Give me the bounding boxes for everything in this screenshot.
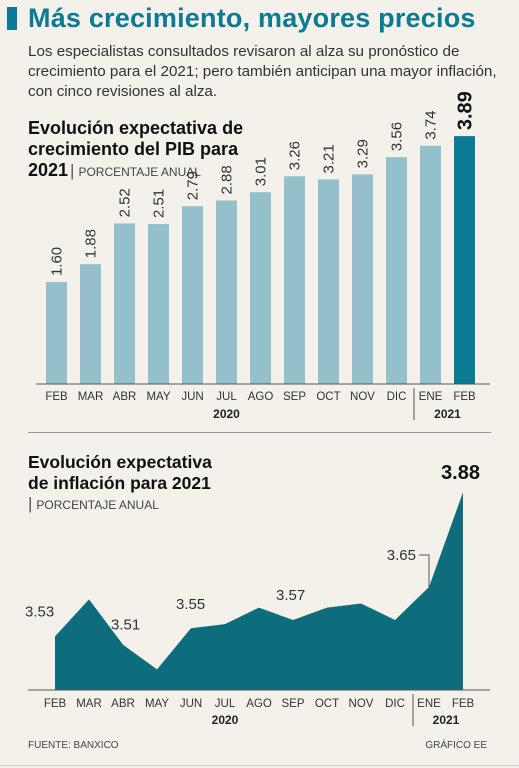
inflation-area-chart: 3.53 3.51 3.55 3.57 3.65 3.88 FEB MAR ABR MAY JUN J…: [25, 462, 490, 727]
gdp-category-label: OCT: [316, 391, 340, 403]
gdp-bar-label: 1.60: [49, 247, 66, 276]
gdp-bar-label: 3.21: [321, 144, 338, 173]
gdp-bar-label: 3.74: [423, 110, 440, 139]
gdp-category-label: AGO: [248, 391, 274, 403]
gdp-category-label: MAR: [78, 391, 104, 403]
inflation-category-label: MAR: [76, 698, 102, 710]
gdp-bar: [114, 223, 135, 384]
gdp-year-2020: 2020: [213, 407, 240, 421]
inflation-value-label: 3.88: [441, 462, 480, 484]
gdp-title-line2: crecimiento del PIB para: [28, 139, 239, 159]
inflation-leader-line: [419, 554, 430, 587]
gdp-bar-label: 3.89: [455, 91, 477, 130]
inflation-value-label: 3.65: [387, 547, 416, 564]
inflation-year-2020: 2020: [212, 713, 239, 727]
headline-accent-bar: [7, 7, 17, 30]
gdp-bar-label: 3.56: [389, 122, 406, 151]
gdp-category-label: ENE: [419, 391, 443, 403]
title-separator: |: [28, 494, 33, 513]
gdp-category-label: DIC: [387, 391, 407, 403]
gdp-bar: [352, 174, 373, 384]
gdp-category-label: SEP: [283, 391, 306, 403]
gdp-category-label: FEB: [45, 391, 68, 403]
gdp-bar: [148, 224, 169, 384]
gdp-category-label: JUL: [216, 391, 237, 403]
headline: Más crecimiento, mayores precios: [28, 3, 476, 33]
gdp-bar: [80, 264, 101, 384]
gdp-title-line3-wrap: 2021 | PORCENTAJE ANUAL: [28, 160, 243, 183]
inflation-chart-title: Evolución expectativa de inflación para …: [28, 452, 212, 494]
gdp-bar: [182, 206, 203, 384]
inflation-value-label: 3.51: [111, 617, 140, 634]
inflation-value-label: 3.57: [276, 587, 305, 604]
gdp-bar: [454, 136, 475, 384]
source-note: FUENTE: BANXICO: [28, 740, 119, 751]
inflation-category-label: AGO: [246, 698, 272, 710]
gdp-category-label: NOV: [350, 391, 375, 403]
gdp-category-label: MAY: [146, 391, 170, 403]
inflation-category-label: JUN: [180, 698, 202, 710]
inflation-category-label: MAY: [145, 698, 169, 710]
gdp-bar: [284, 176, 305, 384]
gdp-title-line3: 2021: [28, 160, 69, 180]
intro-text: Los especialistas consultados revisaron …: [28, 43, 497, 100]
inflation-category-label: JUL: [215, 698, 236, 710]
title-separator: |: [70, 161, 75, 180]
inflation-unit: PORCENTAJE ANUAL: [36, 498, 159, 512]
inflation-category-label: SEP: [281, 698, 304, 710]
inflation-title-line1: Evolución expectativa: [28, 452, 212, 472]
gdp-category-label: JUN: [181, 391, 203, 403]
section-divider: [28, 432, 491, 433]
inflation-category-label: FEB: [44, 698, 67, 710]
gdp-bar-chart: 1.60 FEB 1.88 MAR 2.52 ABR 2.51 MAY 2.79 JUN 2.88 J…: [36, 91, 490, 421]
gdp-bar-label: 2.79: [185, 171, 202, 200]
inflation-value-label: 3.55: [176, 596, 205, 613]
gdp-bar: [318, 179, 339, 384]
inflation-area: [55, 492, 463, 690]
inflation-category-label: OCT: [315, 698, 339, 710]
gdp-bar-label: 2.52: [117, 188, 134, 217]
inflation-category-label: ABR: [111, 698, 135, 710]
gdp-year-2021: 2021: [434, 407, 461, 421]
gdp-chart-title: Evolución expectativa de crecimiento del…: [28, 118, 243, 183]
gdp-bar-label: 2.51: [151, 189, 168, 218]
gdp-unit: PORCENTAJE ANUAL: [78, 165, 201, 179]
inflation-category-label: ENE: [417, 698, 441, 710]
graphic-credit: GRÁFICO EE: [425, 740, 487, 751]
inflation-category-label: FEB: [452, 698, 475, 710]
gdp-bar: [250, 192, 271, 384]
gdp-bar: [420, 145, 441, 384]
gdp-bar-label: 3.26: [287, 141, 304, 170]
gdp-bar: [216, 200, 237, 384]
gdp-bar-label: 3.29: [355, 139, 372, 168]
inflation-category-label: DIC: [385, 698, 405, 710]
gdp-bar-label: 3.01: [253, 157, 270, 186]
bottom-rule: [0, 765, 519, 766]
gdp-title-line1: Evolución expectativa de: [28, 118, 244, 138]
gdp-bar-label: 2.88: [219, 165, 236, 194]
inflation-year-2021: 2021: [433, 713, 460, 727]
gdp-category-label: ABR: [113, 391, 137, 403]
gdp-bar: [386, 157, 407, 384]
inflation-unit-wrap: | PORCENTAJE ANUAL: [28, 494, 159, 514]
inflation-value-label: 3.53: [25, 603, 54, 620]
inflation-category-label: NOV: [349, 698, 374, 710]
gdp-bar-label: 1.88: [83, 229, 100, 258]
gdp-category-label: FEB: [453, 391, 476, 403]
inflation-title-line2: de inflación para 2021: [28, 473, 211, 493]
gdp-bar: [46, 282, 67, 384]
